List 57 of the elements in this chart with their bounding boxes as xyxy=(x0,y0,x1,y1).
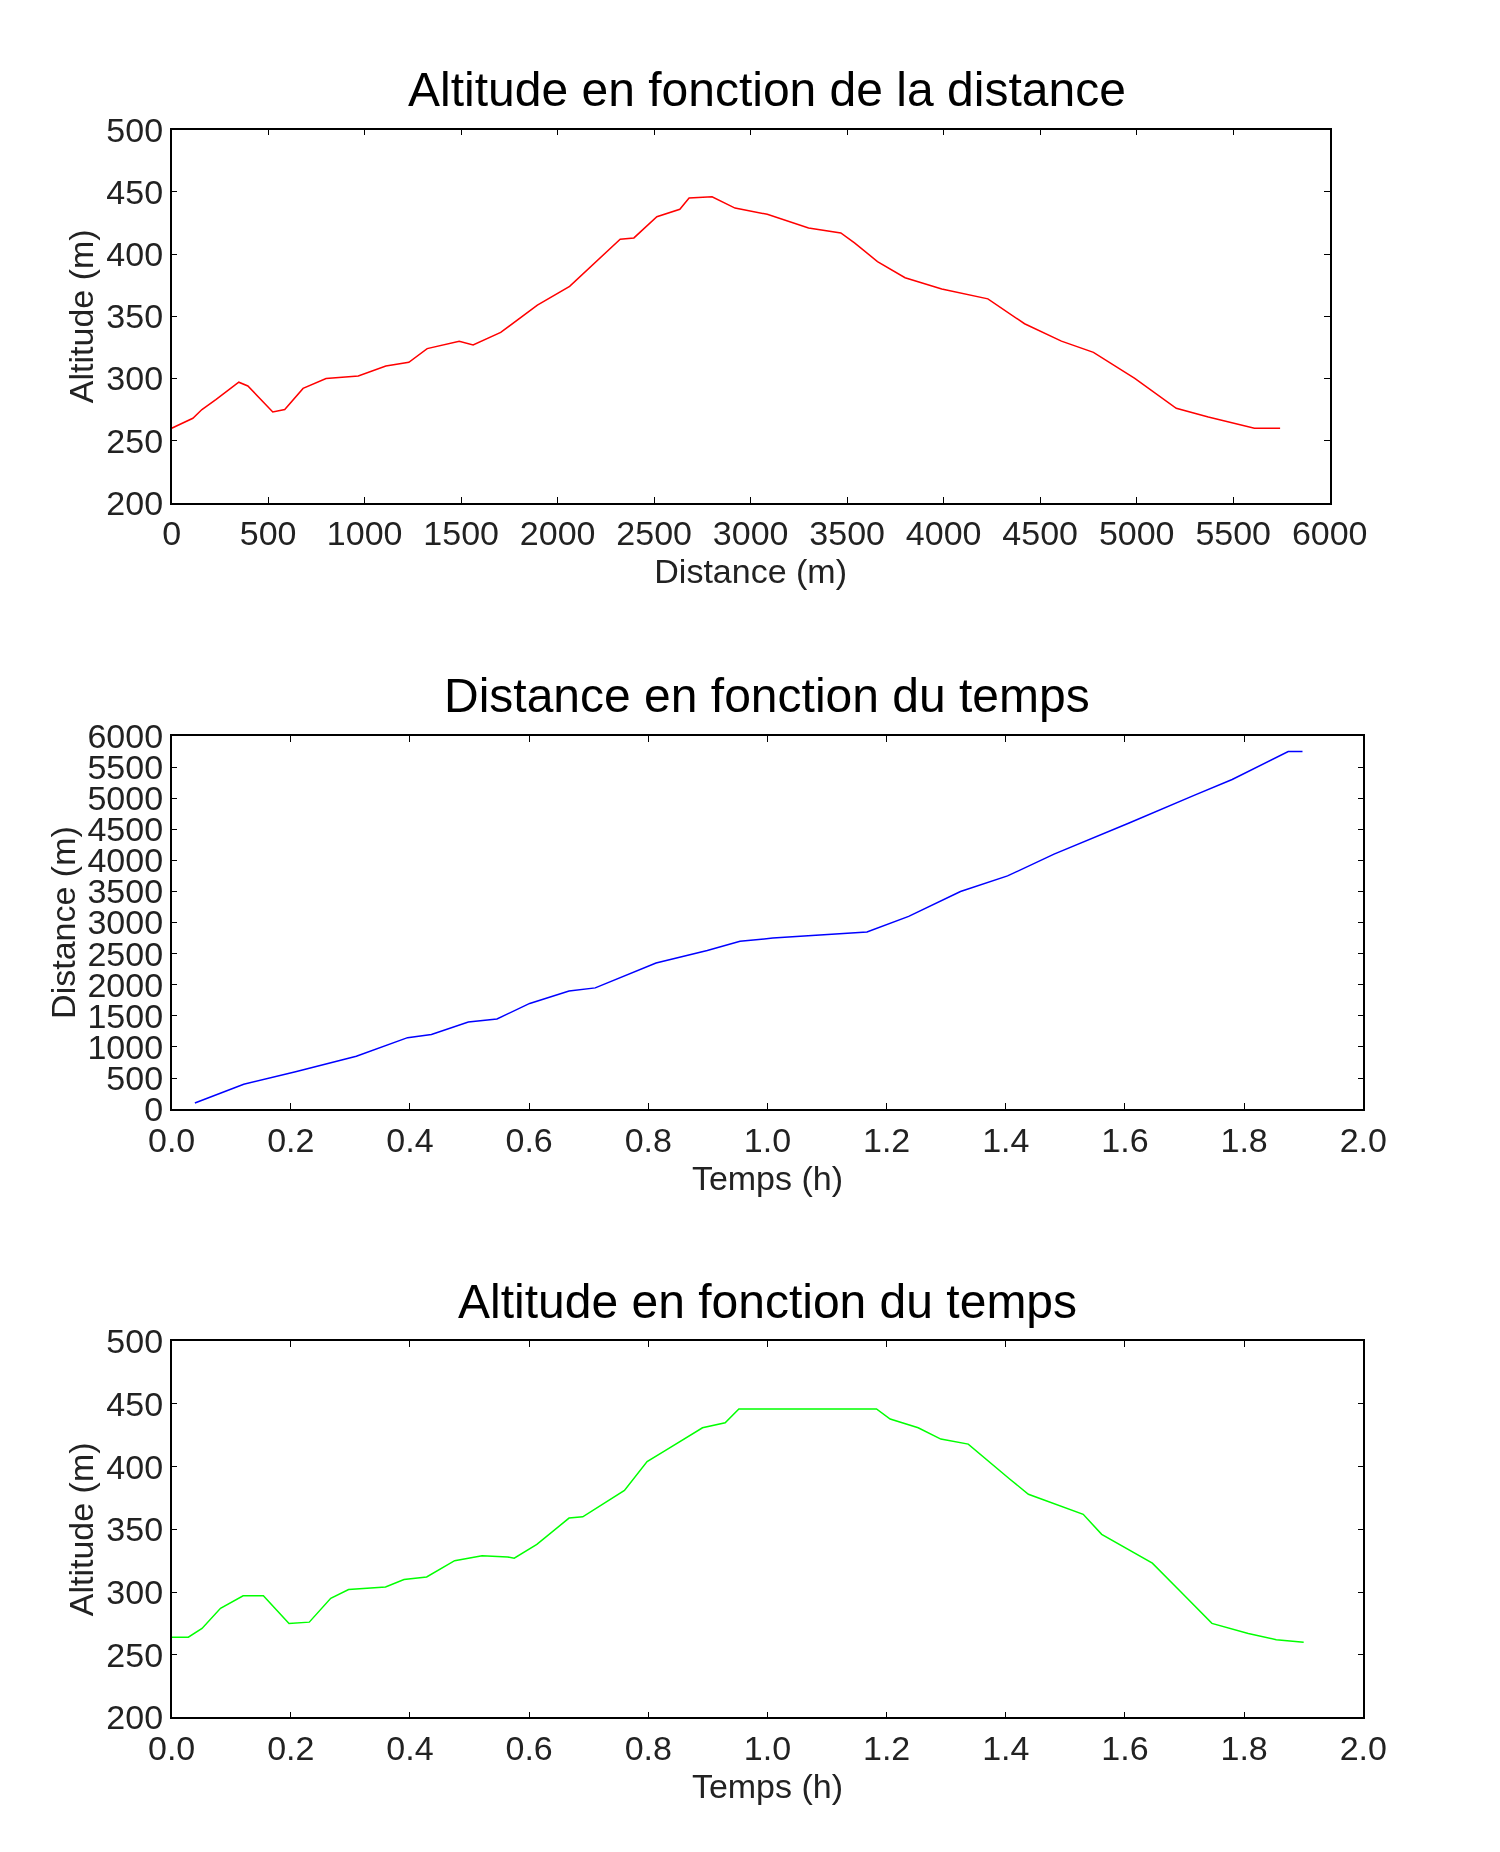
x-tick-label: 0.4 xyxy=(386,1120,434,1159)
x-tick-label: 5000 xyxy=(1098,514,1175,553)
y-tick-label: 400 xyxy=(106,234,164,273)
x-tick-label: 6000 xyxy=(1291,514,1368,553)
x-tick-label: 0.4 xyxy=(386,1728,434,1767)
y-tick-label: 250 xyxy=(106,421,164,460)
x-tick-label: 1.2 xyxy=(862,1728,911,1767)
x-tick-label: 1.4 xyxy=(982,1728,1030,1767)
y-tick-label: 350 xyxy=(106,297,164,336)
x-tick-label: 5500 xyxy=(1195,514,1272,553)
y-tick-label: 500 xyxy=(106,110,164,149)
y-tick-label: 450 xyxy=(106,1384,164,1423)
y-tick-label: 300 xyxy=(106,359,164,398)
chart-title: Distance en fonction du temps xyxy=(444,669,1090,722)
x-tick-label: 0.6 xyxy=(505,1120,553,1159)
y-tick-label: 500 xyxy=(106,1322,164,1361)
x-tick-label: 1.0 xyxy=(743,1728,792,1767)
x-tick-label: 3500 xyxy=(809,514,885,553)
y-axis-title: Altitude (m) xyxy=(62,229,101,404)
x-axis-title: Temps (h) xyxy=(691,1158,844,1197)
x-tick-label: 1.8 xyxy=(1220,1120,1268,1159)
x-tick-label: 0.6 xyxy=(505,1728,553,1767)
x-tick-label: 0.8 xyxy=(624,1120,672,1159)
x-tick-label: 2.0 xyxy=(1339,1120,1387,1159)
x-tick-label: 1500 xyxy=(423,514,499,553)
x-tick-label: 1.6 xyxy=(1101,1120,1149,1159)
x-tick-label: 1.2 xyxy=(862,1120,911,1159)
x-tick-label: 2500 xyxy=(616,514,692,553)
x-tick-label: 1000 xyxy=(326,514,403,553)
x-tick-label: 3000 xyxy=(712,514,789,553)
y-tick-label: 250 xyxy=(106,1635,164,1674)
line-series xyxy=(171,196,1281,429)
x-tick-label: 2000 xyxy=(519,514,596,553)
y-axis-title: Distance (m) xyxy=(43,826,82,1019)
y-tick-label: 200 xyxy=(106,483,164,522)
x-tick-label: 1.0 xyxy=(743,1120,792,1159)
y-tick-label: 450 xyxy=(106,172,164,211)
x-tick-label: 4000 xyxy=(905,514,982,553)
y-tick-label: 400 xyxy=(106,1447,164,1486)
x-tick-label: 1.4 xyxy=(982,1120,1030,1159)
x-tick-label: 2.0 xyxy=(1339,1728,1387,1767)
x-tick-label: 1.8 xyxy=(1220,1728,1268,1767)
x-tick-label: 1.6 xyxy=(1101,1728,1149,1767)
x-tick-label: 4500 xyxy=(1002,514,1079,553)
y-tick-label: 350 xyxy=(106,1510,164,1549)
y-tick-label: 300 xyxy=(106,1572,164,1611)
chart-title: Altitude en fonction du temps xyxy=(458,1275,1078,1328)
y-axis-title: Altitude (m) xyxy=(62,1442,101,1617)
x-tick-label: 0.2 xyxy=(267,1120,315,1159)
x-tick-label: 0.2 xyxy=(267,1728,315,1767)
x-axis-title: Distance (m) xyxy=(654,552,848,591)
line-series xyxy=(194,750,1304,1104)
x-tick-label: 500 xyxy=(239,514,297,553)
x-axis-title: Temps (h) xyxy=(691,1766,844,1805)
line-series xyxy=(171,1408,1305,1643)
x-tick-label: 0.8 xyxy=(624,1728,672,1767)
chart-title: Altitude en fonction de la distance xyxy=(408,63,1126,116)
